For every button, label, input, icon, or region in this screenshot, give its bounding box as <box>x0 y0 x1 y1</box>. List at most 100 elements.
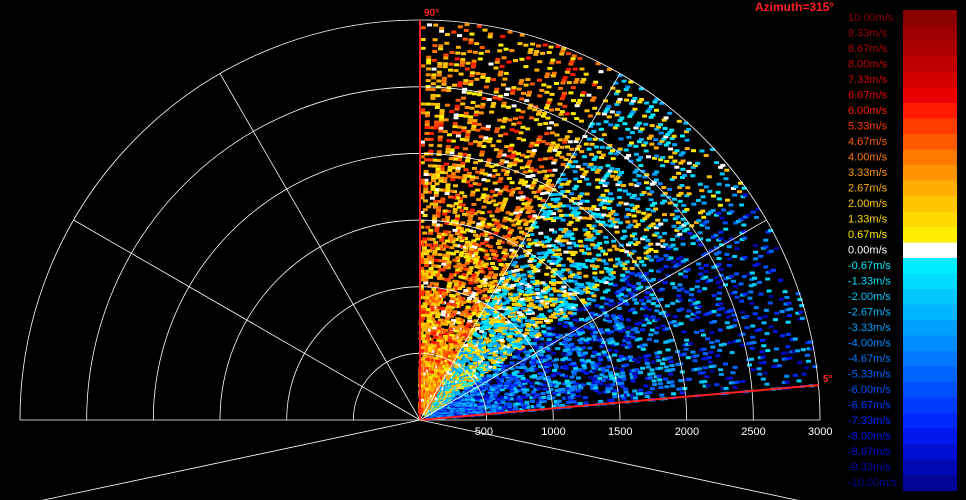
velocity-cell <box>714 161 719 165</box>
velocity-cell <box>560 403 566 407</box>
velocity-cell <box>544 174 550 178</box>
velocity-cell <box>449 273 455 276</box>
velocity-cell <box>659 139 665 143</box>
velocity-cell <box>445 209 451 213</box>
velocity-cell <box>473 354 479 358</box>
velocity-cell <box>747 272 753 276</box>
velocity-cell <box>725 183 730 187</box>
velocity-cell <box>668 338 674 342</box>
velocity-cell <box>529 360 535 364</box>
velocity-cell <box>498 134 503 138</box>
velocity-cell <box>557 234 563 238</box>
velocity-cell <box>481 205 487 209</box>
velocity-cell <box>562 396 568 400</box>
velocity-cell <box>447 168 453 172</box>
velocity-cell <box>600 201 606 205</box>
velocity-cell <box>475 225 481 229</box>
velocity-cell <box>670 282 676 286</box>
velocity-cell <box>460 102 466 106</box>
velocity-cell <box>588 162 594 166</box>
velocity-cell <box>483 340 489 344</box>
velocity-cell <box>652 201 657 205</box>
velocity-cell <box>527 296 532 300</box>
velocity-cell <box>450 252 456 256</box>
velocity-cell <box>595 62 601 66</box>
velocity-cell <box>526 162 532 166</box>
velocity-cell <box>763 371 769 375</box>
velocity-cell <box>459 209 465 213</box>
velocity-cell <box>764 332 770 336</box>
velocity-cell <box>481 296 487 300</box>
velocity-cell <box>705 226 710 230</box>
velocity-cell <box>784 380 790 384</box>
velocity-cell <box>569 264 575 268</box>
velocity-cell <box>453 184 458 188</box>
velocity-cell <box>602 353 608 357</box>
velocity-cell <box>572 385 577 389</box>
velocity-cell <box>701 221 707 225</box>
velocity-cell <box>658 278 664 282</box>
velocity-cell <box>464 23 470 27</box>
velocity-cell <box>464 324 470 328</box>
velocity-cell <box>484 298 490 302</box>
velocity-cell <box>432 217 438 221</box>
velocity-cell <box>621 394 627 398</box>
velocity-cell <box>529 233 535 237</box>
velocity-cell <box>548 315 554 319</box>
velocity-cell <box>509 91 515 95</box>
velocity-cell <box>500 332 506 335</box>
velocity-cell <box>739 299 745 303</box>
velocity-cell <box>797 298 803 302</box>
velocity-cell <box>772 318 778 322</box>
velocity-cell <box>594 279 600 282</box>
velocity-cell <box>567 288 573 292</box>
velocity-cell <box>546 205 551 209</box>
velocity-cell <box>445 186 451 190</box>
velocity-cell <box>591 212 596 216</box>
velocity-cell <box>757 316 763 320</box>
velocity-cell <box>500 34 506 38</box>
velocity-cell <box>622 299 628 303</box>
velocity-cell <box>481 317 487 321</box>
velocity-cell <box>658 123 663 127</box>
velocity-cell <box>503 185 509 189</box>
velocity-cell <box>574 346 580 350</box>
velocity-cell <box>670 368 676 372</box>
velocity-cell <box>569 313 575 317</box>
velocity-cell <box>597 230 603 233</box>
velocity-cell <box>626 393 632 397</box>
velocity-cell <box>785 308 791 312</box>
velocity-cell <box>453 202 459 206</box>
velocity-cell <box>477 405 483 409</box>
velocity-cell <box>545 377 551 381</box>
velocity-cell <box>566 388 572 392</box>
velocity-cell <box>554 133 560 137</box>
velocity-cell <box>557 216 563 220</box>
velocity-cell <box>473 377 479 381</box>
velocity-cell <box>515 272 521 276</box>
velocity-cell <box>763 308 769 312</box>
velocity-cell <box>551 219 556 223</box>
velocity-cell <box>482 139 488 143</box>
velocity-cell <box>461 52 466 56</box>
velocity-cell <box>534 295 540 299</box>
velocity-cell <box>421 334 427 338</box>
velocity-cell <box>758 361 764 365</box>
velocity-cell <box>702 352 708 356</box>
velocity-cell <box>723 283 728 287</box>
velocity-cell <box>625 127 631 131</box>
velocity-cell <box>525 165 530 169</box>
velocity-cell <box>466 312 472 316</box>
velocity-cell <box>624 302 630 306</box>
velocity-cell <box>513 59 518 63</box>
velocity-cell <box>445 251 451 255</box>
velocity-cell <box>488 235 494 239</box>
velocity-cell <box>462 386 468 390</box>
velocity-cell <box>657 235 663 239</box>
velocity-cell <box>644 173 650 177</box>
velocity-cell <box>577 56 583 60</box>
velocity-cell <box>529 375 535 379</box>
velocity-cell <box>517 328 523 332</box>
velocity-cell <box>446 89 452 92</box>
velocity-cell <box>483 275 489 279</box>
